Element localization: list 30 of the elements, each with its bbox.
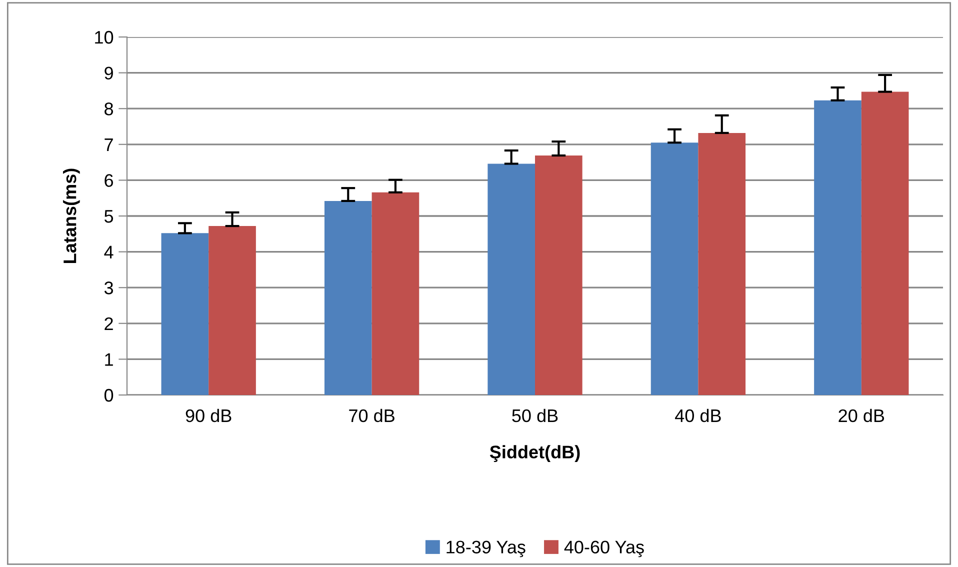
bar: [372, 192, 420, 395]
legend-label: 18-39 Yaş: [446, 540, 526, 558]
y-tick-label: 2: [104, 317, 113, 330]
y-tick-label: 3: [104, 282, 114, 294]
y-tick-label: 0: [104, 388, 114, 402]
bar: [698, 132, 746, 395]
y-tick-label: 8: [104, 102, 114, 116]
bar: [161, 233, 209, 395]
bar: [814, 100, 862, 395]
x-tick-label: 40 dB: [675, 408, 721, 422]
y-tick-label: 6: [104, 174, 114, 187]
x-tick-label: 90 dB: [186, 408, 232, 422]
x-tick-label: 70 dB: [349, 408, 394, 422]
bar: [650, 142, 698, 395]
y-tick-label: 10: [95, 30, 114, 44]
legend-label: 40-60 Yaş: [564, 540, 644, 558]
bar: [861, 92, 909, 395]
y-tick-label: 9: [104, 66, 113, 80]
x-tick-label: 50 dB: [512, 408, 558, 422]
y-tick-label: 1: [105, 353, 113, 366]
bar: [208, 226, 256, 395]
y-tick-label: 5: [104, 210, 114, 223]
y-tick-label: 4: [104, 246, 114, 258]
x-axis-title: Şiddet(dB): [490, 445, 580, 462]
bar: [324, 200, 372, 395]
bar: [535, 156, 582, 395]
y-axis-title: Latans(ms): [63, 168, 80, 263]
bar: [488, 164, 535, 395]
y-tick-label: 7: [104, 138, 113, 151]
x-tick-label: 20 dB: [838, 408, 884, 422]
